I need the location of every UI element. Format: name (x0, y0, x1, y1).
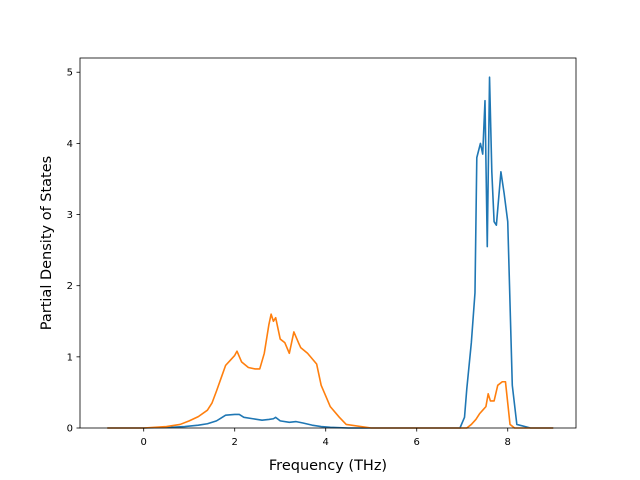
y-tick-label: 5 (67, 68, 73, 79)
series-layer (107, 76, 554, 429)
plot-area (80, 58, 576, 428)
y-tick-label: 4 (67, 139, 73, 150)
x-axis-label: Frequency (THz) (269, 458, 387, 474)
x-tick-label: 8 (505, 437, 511, 448)
y-tick-label: 2 (67, 281, 73, 292)
x-ticks: 0 2 4 6 8 (141, 428, 511, 448)
y-tick-label: 3 (67, 210, 73, 221)
series-line-1 (107, 76, 554, 429)
y-axis-label: Partial Density of States (39, 156, 55, 330)
x-tick-label: 0 (141, 437, 147, 448)
x-tick-label: 6 (414, 437, 420, 448)
x-tick-label: 4 (323, 437, 329, 448)
x-tick-label: 2 (232, 437, 238, 448)
series-line-2 (107, 313, 554, 429)
y-tick-label: 1 (67, 352, 73, 363)
y-ticks: 0 1 2 3 4 5 (67, 68, 80, 435)
plot-frame (79, 57, 577, 429)
y-tick-label: 0 (67, 424, 73, 435)
